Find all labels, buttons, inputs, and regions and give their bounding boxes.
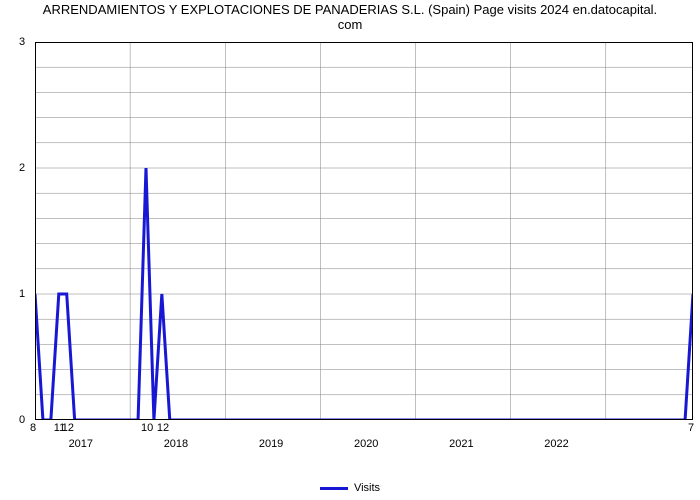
x-month-tick-label: 8 — [30, 422, 36, 434]
chart-title-line2: com — [0, 17, 700, 32]
x-year-label: 2017 — [69, 438, 93, 450]
x-month-tick-label: 7 — [688, 422, 694, 434]
y-tick-label: 1 — [19, 288, 29, 300]
x-month-tick-label: 12 — [157, 422, 169, 434]
x-month-tick-label: 10 — [141, 422, 153, 434]
chart-title-line1: ARRENDAMIENTOS Y EXPLOTACIONES DE PANADE… — [0, 2, 700, 17]
chart-svg — [35, 42, 693, 420]
legend-swatch — [320, 487, 348, 490]
x-year-label: 2018 — [164, 438, 188, 450]
x-year-label: 2020 — [354, 438, 378, 450]
plot-area — [35, 42, 693, 420]
x-month-tick-label: 12 — [62, 422, 74, 434]
x-year-label: 2022 — [544, 438, 568, 450]
legend-label: Visits — [354, 482, 380, 494]
y-tick-label: 2 — [19, 162, 29, 174]
x-year-label: 2019 — [259, 438, 283, 450]
x-year-label: 2021 — [449, 438, 473, 450]
chart-title: ARRENDAMIENTOS Y EXPLOTACIONES DE PANADE… — [0, 2, 700, 32]
y-tick-label: 0 — [19, 414, 29, 426]
legend: Visits — [0, 482, 700, 494]
y-tick-label: 3 — [19, 36, 29, 48]
